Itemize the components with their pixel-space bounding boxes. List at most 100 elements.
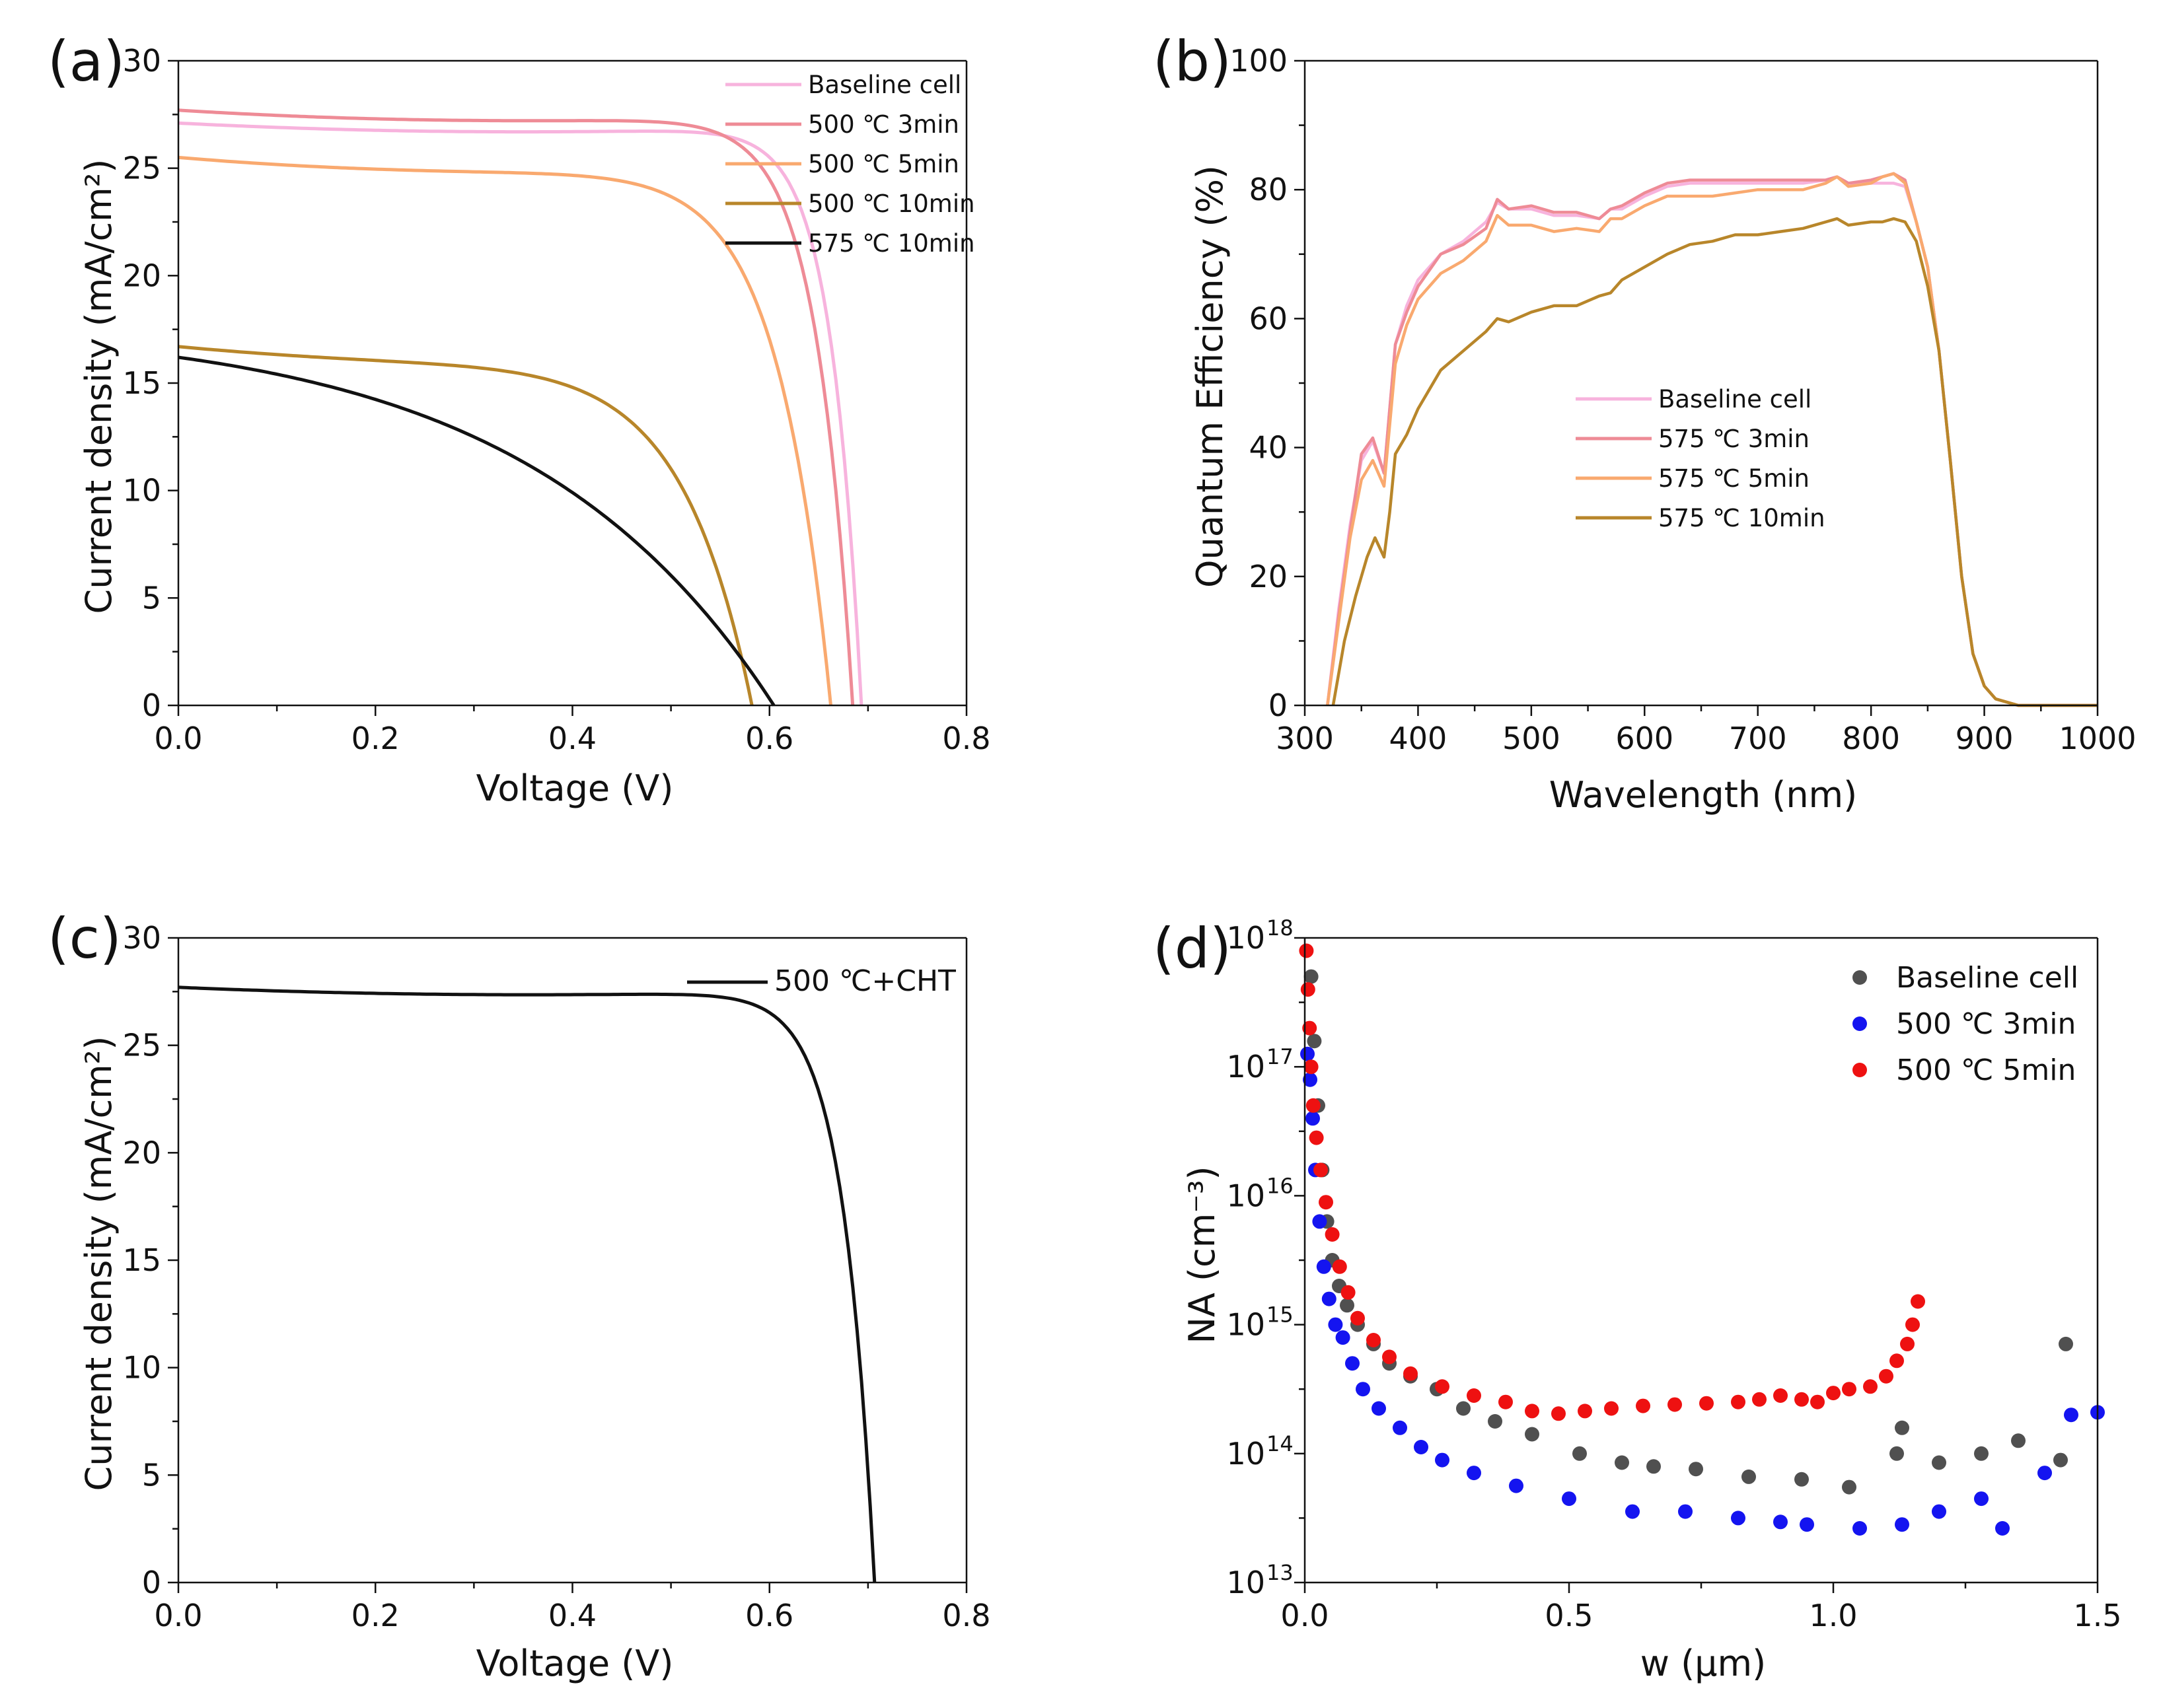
panel-b-xtick-label: 300 [1276, 721, 1334, 756]
panel-d-series-0-point [1689, 1462, 1703, 1477]
panel-d-ytick-label: 10 [1226, 1049, 1265, 1085]
panel-d-ytick-label: 10 [1226, 1307, 1265, 1343]
panel-a-xlabel: Voltage (V) [476, 767, 674, 809]
panel-a-ytick-label: 20 [122, 258, 161, 293]
panel-d-series-2-point [1340, 1285, 1356, 1300]
panel-d-ytick-exponent: 13 [1266, 1560, 1294, 1585]
panel-b-legend-label-1: 575 ℃ 3min [1658, 425, 1810, 453]
panel-d-series-1-point [1414, 1440, 1428, 1454]
panel-d-series-2-point [1325, 1227, 1340, 1242]
panel-d-legend-label-2: 500 ℃ 5min [1896, 1053, 2076, 1087]
panel-d-legend-label-0: Baseline cell [1896, 961, 2078, 995]
panel-d-series-1-point [2064, 1407, 2078, 1423]
panel-d-series-1-point [1321, 1291, 1336, 1306]
panel-d-series-0-point [1456, 1401, 1471, 1416]
panel-c-ytick-label: 15 [122, 1242, 161, 1278]
panel-d-xlabel: w (µm) [1640, 1643, 1766, 1684]
panel-d-series-2-point [1300, 982, 1315, 997]
panel-d-series-2-point [1773, 1388, 1788, 1403]
panel-c-ytick-label: 5 [142, 1457, 161, 1493]
panel-d-series-1-point [1345, 1356, 1360, 1371]
panel-d-series-1-point [1393, 1420, 1407, 1435]
panel-a-xtick-label: 0.0 [154, 721, 202, 756]
panel-d-series-2-point [1794, 1392, 1809, 1407]
panel-a-series-4-line [178, 355, 776, 707]
panel-c-ytick-label: 25 [122, 1028, 161, 1063]
panel-d-series-2-point [1810, 1394, 1825, 1409]
panel-d-series-0-point [1525, 1427, 1539, 1442]
panel-d-ytick-exponent: 14 [1266, 1431, 1294, 1456]
panel-b-xtick-label: 600 [1615, 721, 1673, 756]
panel-d-series-0-point [2059, 1336, 2073, 1351]
panel-c-ytick-label: 10 [122, 1350, 161, 1386]
panel-d-series-1-point [1974, 1491, 1989, 1507]
panel-d-series-2-point [1332, 1259, 1347, 1274]
panel-d-series-0-point [1932, 1455, 1946, 1470]
panel-d-series-1-point [1731, 1511, 1745, 1526]
panel-a-xtick-label: 0.4 [548, 721, 597, 756]
panel-d-series-1-point [1852, 1521, 1867, 1536]
panel-d-series-1-point [1372, 1401, 1386, 1416]
panel-a-ytick-label: 15 [122, 365, 161, 401]
panel-d-series-1-point [1773, 1514, 1788, 1530]
panel-c-xtick-label: 0.6 [745, 1598, 793, 1633]
panel-d-series-2-point [1731, 1394, 1745, 1409]
panel-d-series-0-point [1895, 1420, 1909, 1435]
panel-b-ytick-label: 60 [1249, 301, 1288, 336]
panel-d-ytick-exponent: 17 [1266, 1044, 1294, 1069]
panel-a-ytick-label: 5 [142, 580, 161, 616]
panel-a: (a) 0.0 0.2 0.4 0.6 0.8 0 5 10 15 20 25 30 Voltage … [48, 29, 991, 809]
panel-b: (b) 300 400 500 600 700 800 900 1000 0 20 40 60 80 10… [1153, 29, 2137, 816]
panel-b-ytick-label: 20 [1249, 559, 1288, 594]
panel-d-xtick-label: 1.5 [2073, 1598, 2121, 1633]
panel-c-xtick-label: 0.4 [548, 1598, 597, 1633]
panel-d-series-1-point [1995, 1521, 2010, 1536]
panel-d-series-0-point [2011, 1433, 2026, 1448]
panel-a-label: (a) [48, 29, 125, 94]
panel-b-ylabel: Quantum Efficiency (%) [1189, 165, 1231, 588]
panel-d-series-2-point [1525, 1404, 1539, 1419]
panel-d-series-0-point [1974, 1446, 1989, 1461]
panel-d-series-0-point [1889, 1446, 1904, 1461]
panel-c: (c) 0.0 0.2 0.4 0.6 0.8 0 5 10 15 20 25 30 Voltage … [48, 906, 991, 1684]
panel-b-xtick-label: 900 [1956, 721, 2014, 756]
panel-d-series-0-point [2053, 1452, 2068, 1468]
panel-d-series-2-point [1863, 1379, 1878, 1394]
panel-a-legend-label-3: 500 ℃ 10min [808, 190, 975, 218]
panel-c-xtick-label: 0.8 [942, 1598, 990, 1633]
panel-d-series-2-point [1403, 1366, 1418, 1381]
panel-b-xtick-label: 800 [1842, 721, 1900, 756]
panel-d-series-2-point [1498, 1394, 1513, 1409]
panel-d-series-2-point [1435, 1379, 1449, 1394]
panel-a-ytick-label: 10 [122, 473, 161, 509]
panel-d-series-1-point [1800, 1517, 1814, 1532]
panel-b-xtick-label: 500 [1502, 721, 1560, 756]
panel-d-series-0-point [1488, 1414, 1502, 1429]
panel-c-label: (c) [48, 906, 122, 971]
panel-d-legend-marker-0 [1852, 970, 1867, 985]
panel-d-series-2-point [1366, 1333, 1381, 1347]
panel-d-series-1-point [1678, 1504, 1693, 1519]
panel-d-legend-marker-2 [1852, 1063, 1867, 1077]
panel-d-ytick-label: 10 [1226, 1565, 1265, 1600]
panel-c-series-0-line [178, 985, 877, 1583]
panel-c-xlabel: Voltage (V) [476, 1643, 674, 1684]
panel-a-series-1-line [178, 108, 855, 706]
panel-d-series-2-point [1911, 1294, 1925, 1309]
panel-d-series-1-point [1467, 1466, 1481, 1481]
panel-d-series-2-point [1319, 1195, 1333, 1210]
panel-b-xtick-label: 700 [1729, 721, 1787, 756]
panel-d-legend-label-1: 500 ℃ 3min [1896, 1007, 2076, 1041]
panel-d-series-0-point [1646, 1459, 1661, 1474]
panel-c-legend-label-0: 500 ℃+CHT [774, 964, 956, 998]
panel-b-xtick-label: 400 [1389, 721, 1447, 756]
panel-d-series-1-point [1625, 1504, 1640, 1519]
panel-a-ytick-label: 0 [142, 688, 161, 723]
panel-a-xtick-label: 0.8 [942, 721, 990, 756]
panel-b-legend-label-2: 575 ℃ 5min [1658, 464, 1810, 493]
panel-b-ytick-label: 0 [1268, 688, 1288, 723]
panel-a-legend-label-4: 575 ℃ 10min [808, 229, 975, 258]
panel-d-series-1-point [1356, 1382, 1370, 1397]
